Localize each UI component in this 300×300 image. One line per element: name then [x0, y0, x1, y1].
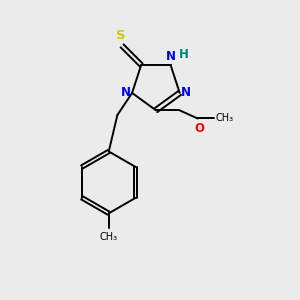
Text: O: O — [194, 122, 204, 135]
Text: H: H — [179, 48, 189, 62]
Text: N: N — [121, 86, 130, 100]
Text: N: N — [181, 86, 191, 100]
Text: CH₃: CH₃ — [100, 232, 118, 242]
Text: N: N — [166, 50, 176, 63]
Text: CH₃: CH₃ — [215, 113, 233, 124]
Text: S: S — [116, 29, 125, 42]
